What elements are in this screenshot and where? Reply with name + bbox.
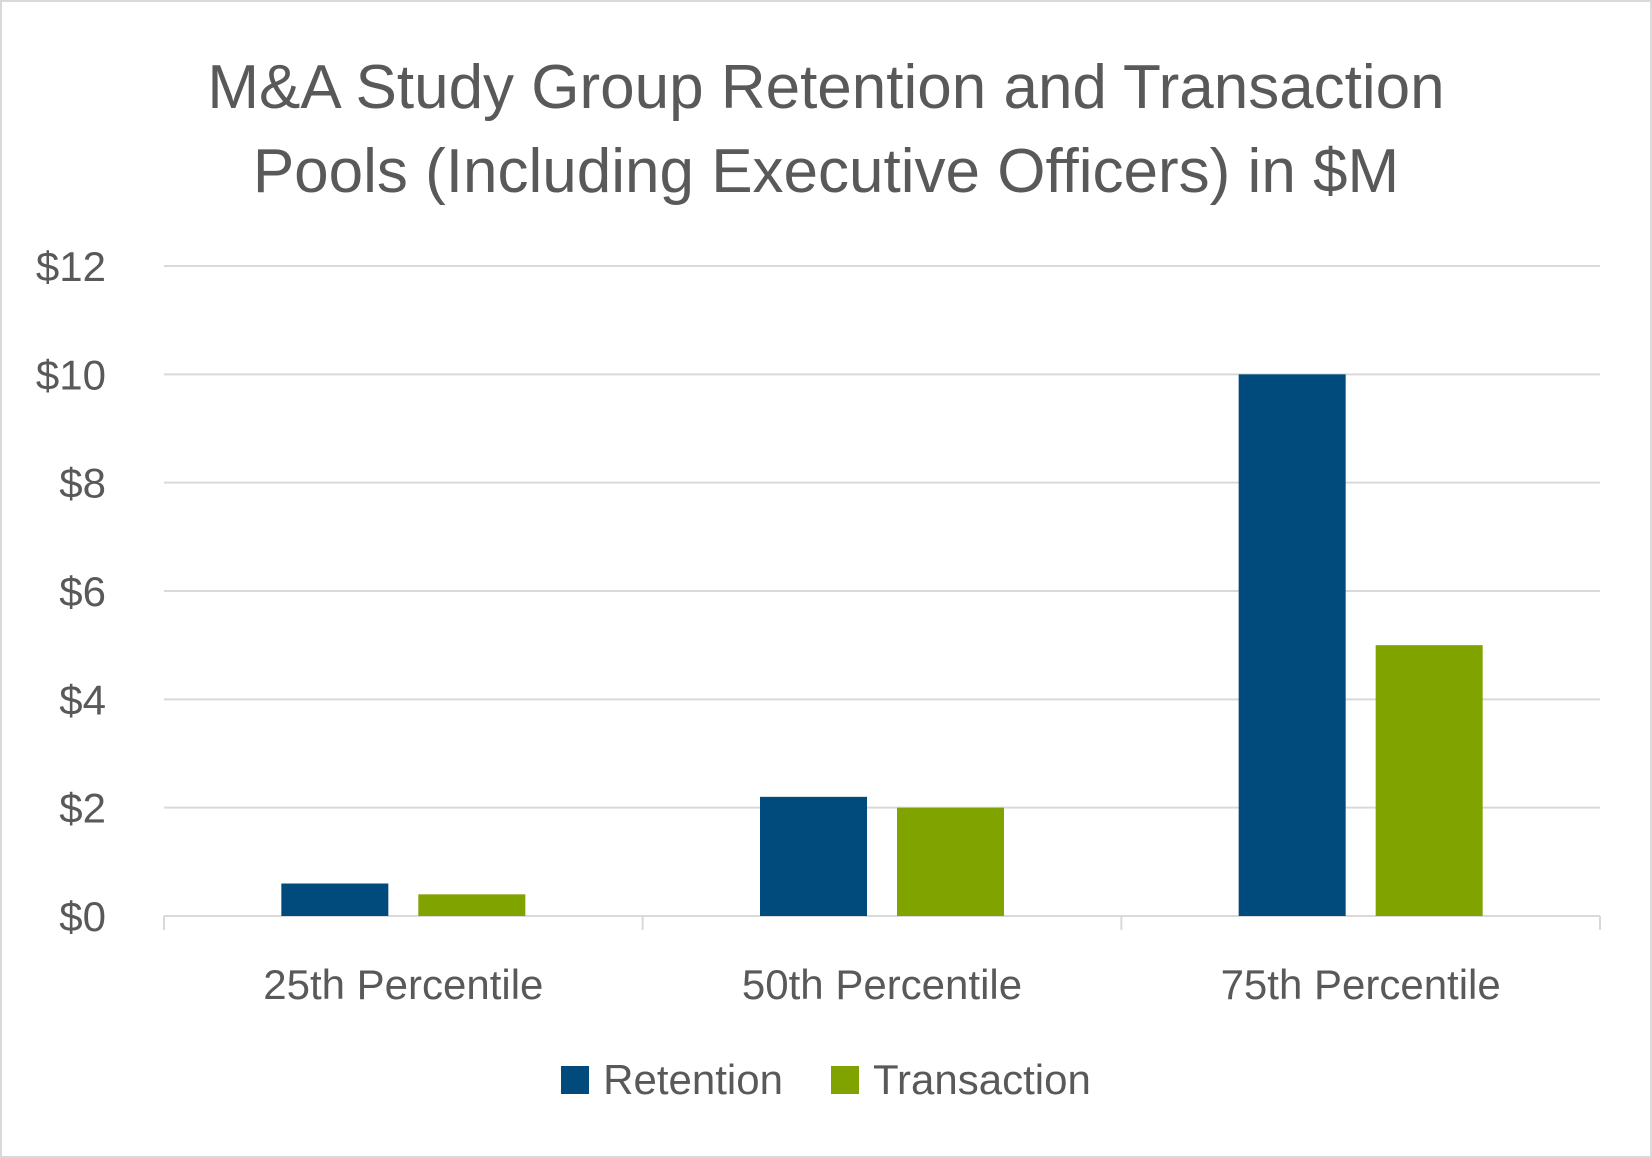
- bar-retention: [1238, 374, 1346, 916]
- y-tick-label: $6: [59, 568, 106, 615]
- legend-label-retention: Retention: [603, 1056, 783, 1103]
- y-tick-label: $2: [59, 785, 106, 832]
- legend-swatch-transaction: [830, 1066, 859, 1094]
- bar-retention: [281, 883, 389, 916]
- chart-legend: Retention Transaction: [0, 1056, 1652, 1104]
- bar-transaction: [1375, 645, 1483, 916]
- x-tick-label: 50th Percentile: [742, 961, 1022, 1008]
- y-tick-label: $12: [36, 243, 106, 290]
- x-tick-label: 25th Percentile: [263, 961, 543, 1008]
- legend-label-transaction: Transaction: [872, 1056, 1091, 1103]
- legend-item-transaction: Transaction: [830, 1056, 1091, 1104]
- y-tick-label: $0: [59, 893, 106, 940]
- y-tick-label: $10: [36, 351, 106, 398]
- legend-item-retention: Retention: [561, 1056, 783, 1104]
- y-tick-label: $4: [59, 676, 106, 723]
- bar-retention: [760, 796, 867, 916]
- x-tick-label: 75th Percentile: [1221, 961, 1501, 1008]
- chart-title-line-1: M&A Study Group Retention and Transactio…: [207, 53, 1445, 122]
- legend-swatch-retention: [561, 1066, 590, 1094]
- bar-transaction: [418, 894, 526, 916]
- bar-transaction: [897, 807, 1004, 916]
- chart-title: M&A Study Group Retention and Transactio…: [120, 46, 1532, 214]
- chart-title-line-2: Pools (Including Executive Officers) in …: [252, 137, 1400, 206]
- y-tick-label: $8: [59, 460, 106, 507]
